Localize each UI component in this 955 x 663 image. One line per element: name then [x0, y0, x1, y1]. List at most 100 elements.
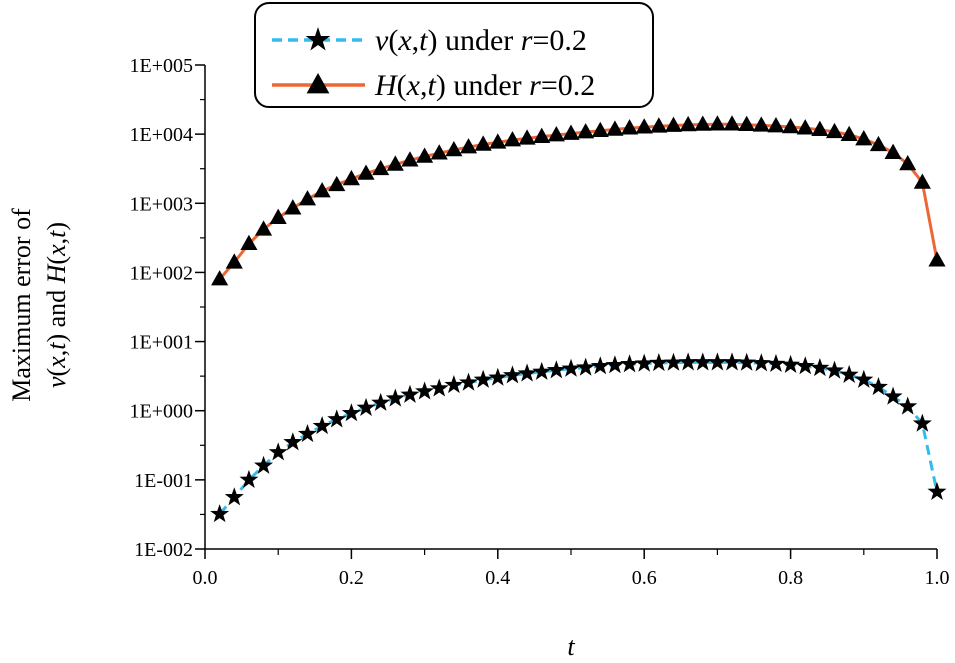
data-point: [401, 151, 419, 167]
data-point: [313, 182, 331, 198]
legend-box: [254, 2, 654, 108]
data-point: [415, 381, 435, 400]
data-point: [752, 116, 770, 132]
data-point: [255, 220, 273, 236]
data-point: [473, 369, 493, 388]
x-tick-label: 0.4: [485, 567, 510, 589]
data-point: [576, 357, 596, 376]
x-tick-label: 0.8: [778, 567, 803, 589]
data-point: [371, 392, 391, 411]
legend-marker: [305, 27, 331, 51]
y-tick-label: 1E+003: [130, 193, 194, 215]
data-point: [855, 130, 873, 146]
y-tick-label: 1E-001: [134, 470, 193, 492]
data-point: [854, 369, 874, 388]
x-tick-label: 0.2: [339, 567, 364, 589]
data-point: [663, 352, 683, 371]
data-point: [591, 121, 609, 138]
data-point: [284, 199, 302, 215]
data-point: [357, 164, 375, 180]
data-point: [430, 144, 448, 160]
x-tick-label: 0.0: [193, 567, 218, 589]
data-point: [385, 388, 405, 407]
x-axis-title: t: [567, 632, 575, 661]
data-point: [708, 115, 726, 131]
data-point: [577, 123, 595, 139]
data-point: [825, 360, 845, 379]
data-point: [269, 208, 287, 224]
data-point: [782, 117, 800, 134]
data-point: [546, 360, 566, 379]
data-point: [328, 175, 346, 192]
y-axis-title-line1: Maximum error of: [7, 208, 36, 402]
data-point: [459, 138, 478, 154]
data-point: [781, 354, 801, 373]
data-point: [796, 119, 814, 135]
series-line: [218, 122, 939, 281]
data-point: [386, 155, 404, 171]
data-point: [517, 363, 537, 382]
data-point: [650, 117, 668, 133]
y-tick-label: 1E+002: [130, 262, 194, 284]
data-point: [547, 126, 565, 142]
data-point: [225, 253, 243, 269]
data-point: [839, 364, 859, 383]
data-point: [927, 481, 947, 500]
data-point: [678, 352, 698, 371]
data-point: [590, 356, 610, 375]
data-point: [489, 133, 507, 149]
data-point: [810, 357, 830, 377]
data-point: [533, 127, 551, 143]
data-point: [283, 432, 303, 451]
data-point: [268, 442, 288, 461]
data-point: [634, 353, 654, 372]
data-point: [722, 352, 742, 371]
data-point: [518, 129, 536, 145]
data-point: [503, 131, 521, 147]
data-point: [868, 377, 888, 396]
data-point: [899, 154, 917, 171]
data-point: [312, 416, 332, 435]
data-point: [767, 117, 785, 133]
data-point: [928, 251, 946, 267]
data-point: [664, 116, 683, 132]
data-point: [751, 353, 771, 372]
data-point: [766, 353, 786, 373]
y-tick-label: 1E-002: [134, 539, 193, 561]
series-layer: [210, 115, 947, 523]
data-point: [912, 413, 932, 432]
axes: 1E-002 1E-001 1E+000 1E+001 1E+002 1E+003 1E+0…: [130, 55, 950, 589]
axis-labels: t Maximum error of v(x,t) and H(x,t): [7, 208, 575, 661]
data-point: [738, 115, 756, 131]
data-point: [737, 352, 757, 371]
data-point: [693, 352, 713, 371]
data-point: [694, 115, 712, 131]
data-point: [240, 234, 258, 251]
legend-marker: [306, 73, 330, 94]
data-point: [445, 140, 463, 157]
data-point: [840, 125, 858, 142]
data-point: [883, 386, 903, 405]
data-point: [211, 270, 229, 286]
data-point: [649, 352, 669, 372]
series-line: [218, 360, 939, 516]
data-point: [898, 396, 918, 415]
data-point: [620, 354, 640, 373]
y-tick-label: 1E+000: [130, 401, 194, 423]
data-point: [707, 352, 727, 371]
data-point: [532, 361, 552, 380]
data-point: [459, 372, 479, 391]
data-point: [679, 115, 697, 132]
data-point: [606, 120, 624, 136]
data-point: [913, 173, 931, 189]
data-point: [297, 424, 317, 443]
legend-label: H(x,t) under r=0.2: [374, 69, 595, 102]
y-tick-label: 1E+004: [130, 124, 194, 146]
y-tick-label: 1E+001: [130, 332, 194, 354]
data-point: [416, 147, 434, 163]
x-tick-label: 0.6: [632, 567, 657, 589]
data-point: [356, 397, 376, 416]
data-point: [372, 159, 390, 176]
data-point: [429, 378, 449, 397]
